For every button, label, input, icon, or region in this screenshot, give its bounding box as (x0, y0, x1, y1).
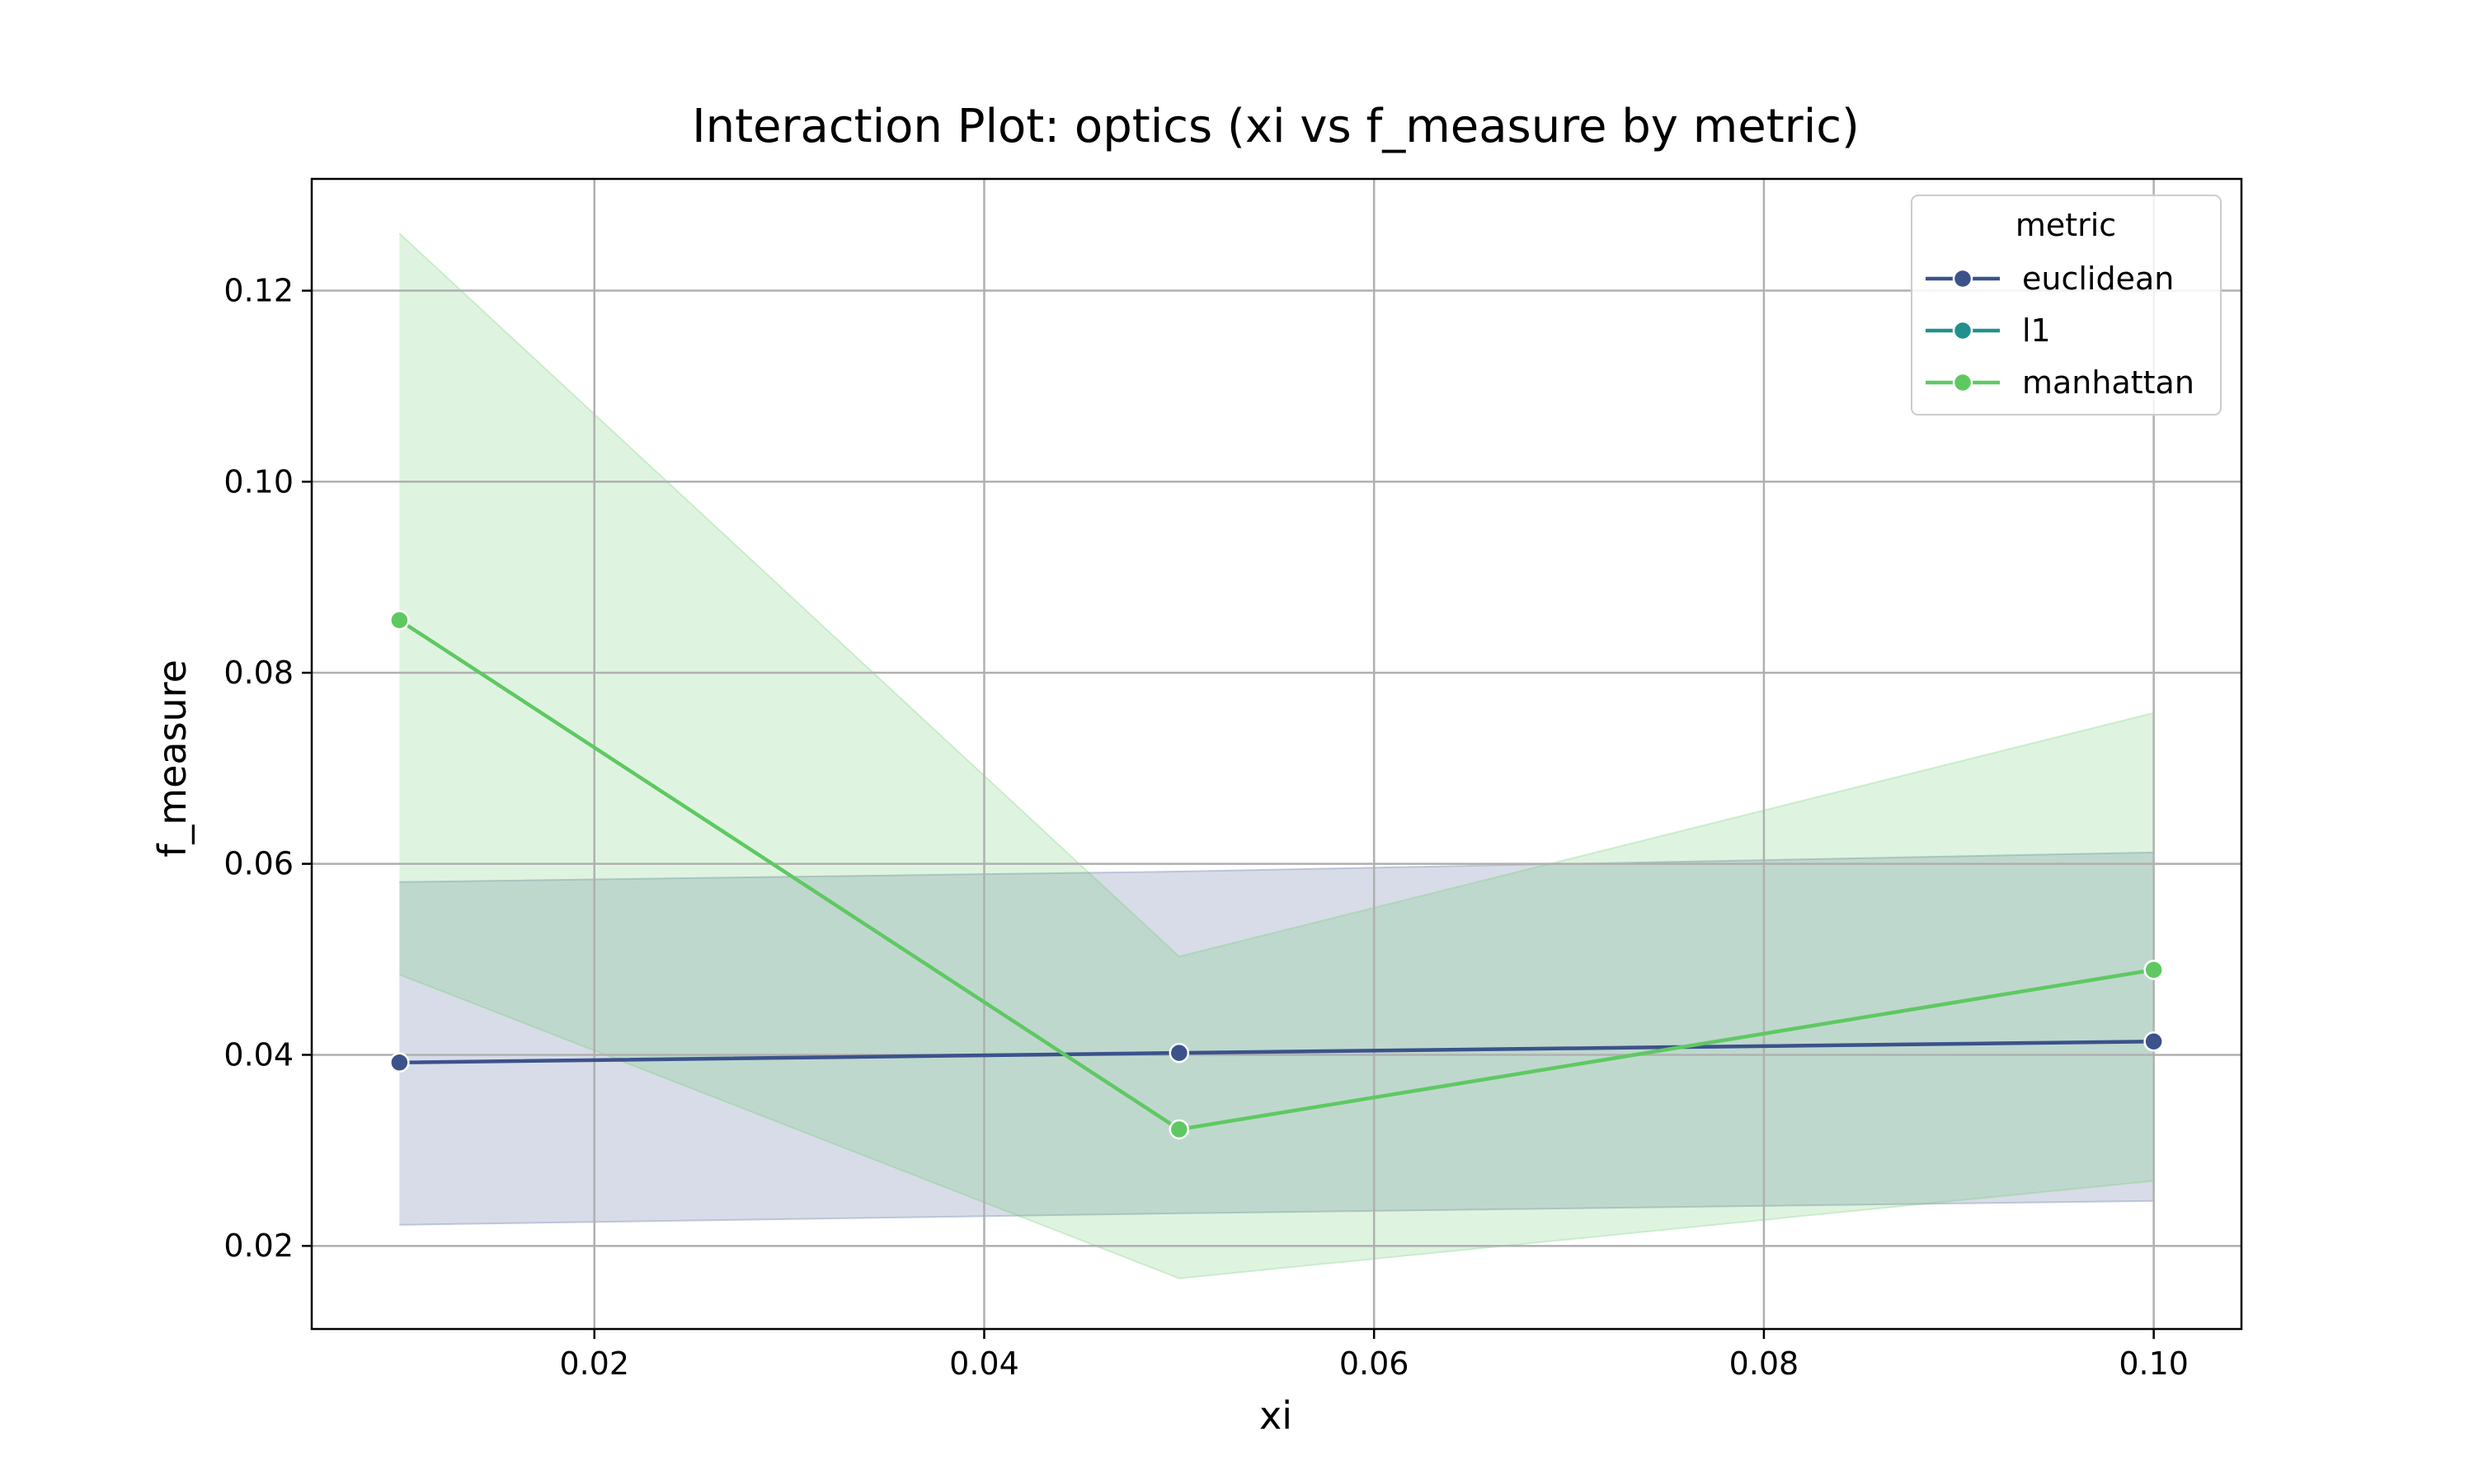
data-point-euclidean (1169, 1042, 1190, 1064)
series-markers (389, 610, 2164, 1140)
ci-band-euclidean (399, 852, 2154, 1225)
data-point-manhattan (389, 610, 410, 631)
data-point-manhattan (1169, 1119, 1190, 1140)
y-tick-label: 0.06 (223, 846, 294, 882)
data-point-euclidean (389, 1052, 410, 1073)
ci-upper-edge-euclidean (399, 851, 2154, 883)
y-axis-label: f_measure (150, 660, 195, 857)
ci-lower-edge-manhattan (399, 974, 2154, 1280)
legend-marker-l1 (1952, 320, 1973, 341)
legend-marker-manhattan (1952, 372, 1973, 393)
data-point-manhattan (2143, 960, 2164, 980)
x-tick-label: 0.04 (949, 1345, 1019, 1382)
legend-label-euclidean: euclidean (2022, 261, 2174, 297)
legend-items: euclidean l1 manhattan (1926, 261, 2194, 401)
legend-title: metric (2015, 207, 2116, 243)
data-point-euclidean (2143, 1031, 2164, 1052)
x-axis-ticks: 0.02 0.04 0.06 0.08 0.10 (559, 1329, 2189, 1382)
y-tick-label: 0.10 (223, 463, 294, 500)
legend: metric euclidean l1 manhattan (1911, 195, 2222, 416)
x-tick-label: 0.06 (1339, 1345, 1409, 1382)
x-tick-label: 0.10 (2119, 1345, 2189, 1382)
plot-frame (310, 177, 2243, 1331)
x-axis-label: xi (1259, 1393, 1292, 1438)
legend-box (1911, 195, 2222, 416)
ci-band-manhattan (399, 233, 2154, 1279)
y-tick-label: 0.04 (223, 1036, 294, 1073)
chart-title: Interaction Plot: optics (xi vs f_measur… (692, 100, 1860, 153)
x-tick-label: 0.08 (1729, 1345, 1799, 1382)
y-axis-ticks: 0.02 0.04 0.06 0.08 0.10 0.12 (223, 273, 312, 1264)
ci-upper-edge-manhattan (398, 232, 2154, 958)
y-tick-label: 0.12 (223, 273, 294, 309)
x-tick-label: 0.02 (559, 1345, 629, 1382)
confidence-bands (398, 232, 2154, 1280)
y-tick-label: 0.08 (223, 655, 294, 691)
legend-label-manhattan: manhattan (2022, 364, 2194, 401)
y-tick-label: 0.02 (223, 1228, 294, 1264)
legend-label-l1: l1 (2022, 312, 2051, 349)
ci-lower-edge-euclidean (399, 1200, 2154, 1226)
legend-marker-euclidean (1952, 268, 1973, 289)
